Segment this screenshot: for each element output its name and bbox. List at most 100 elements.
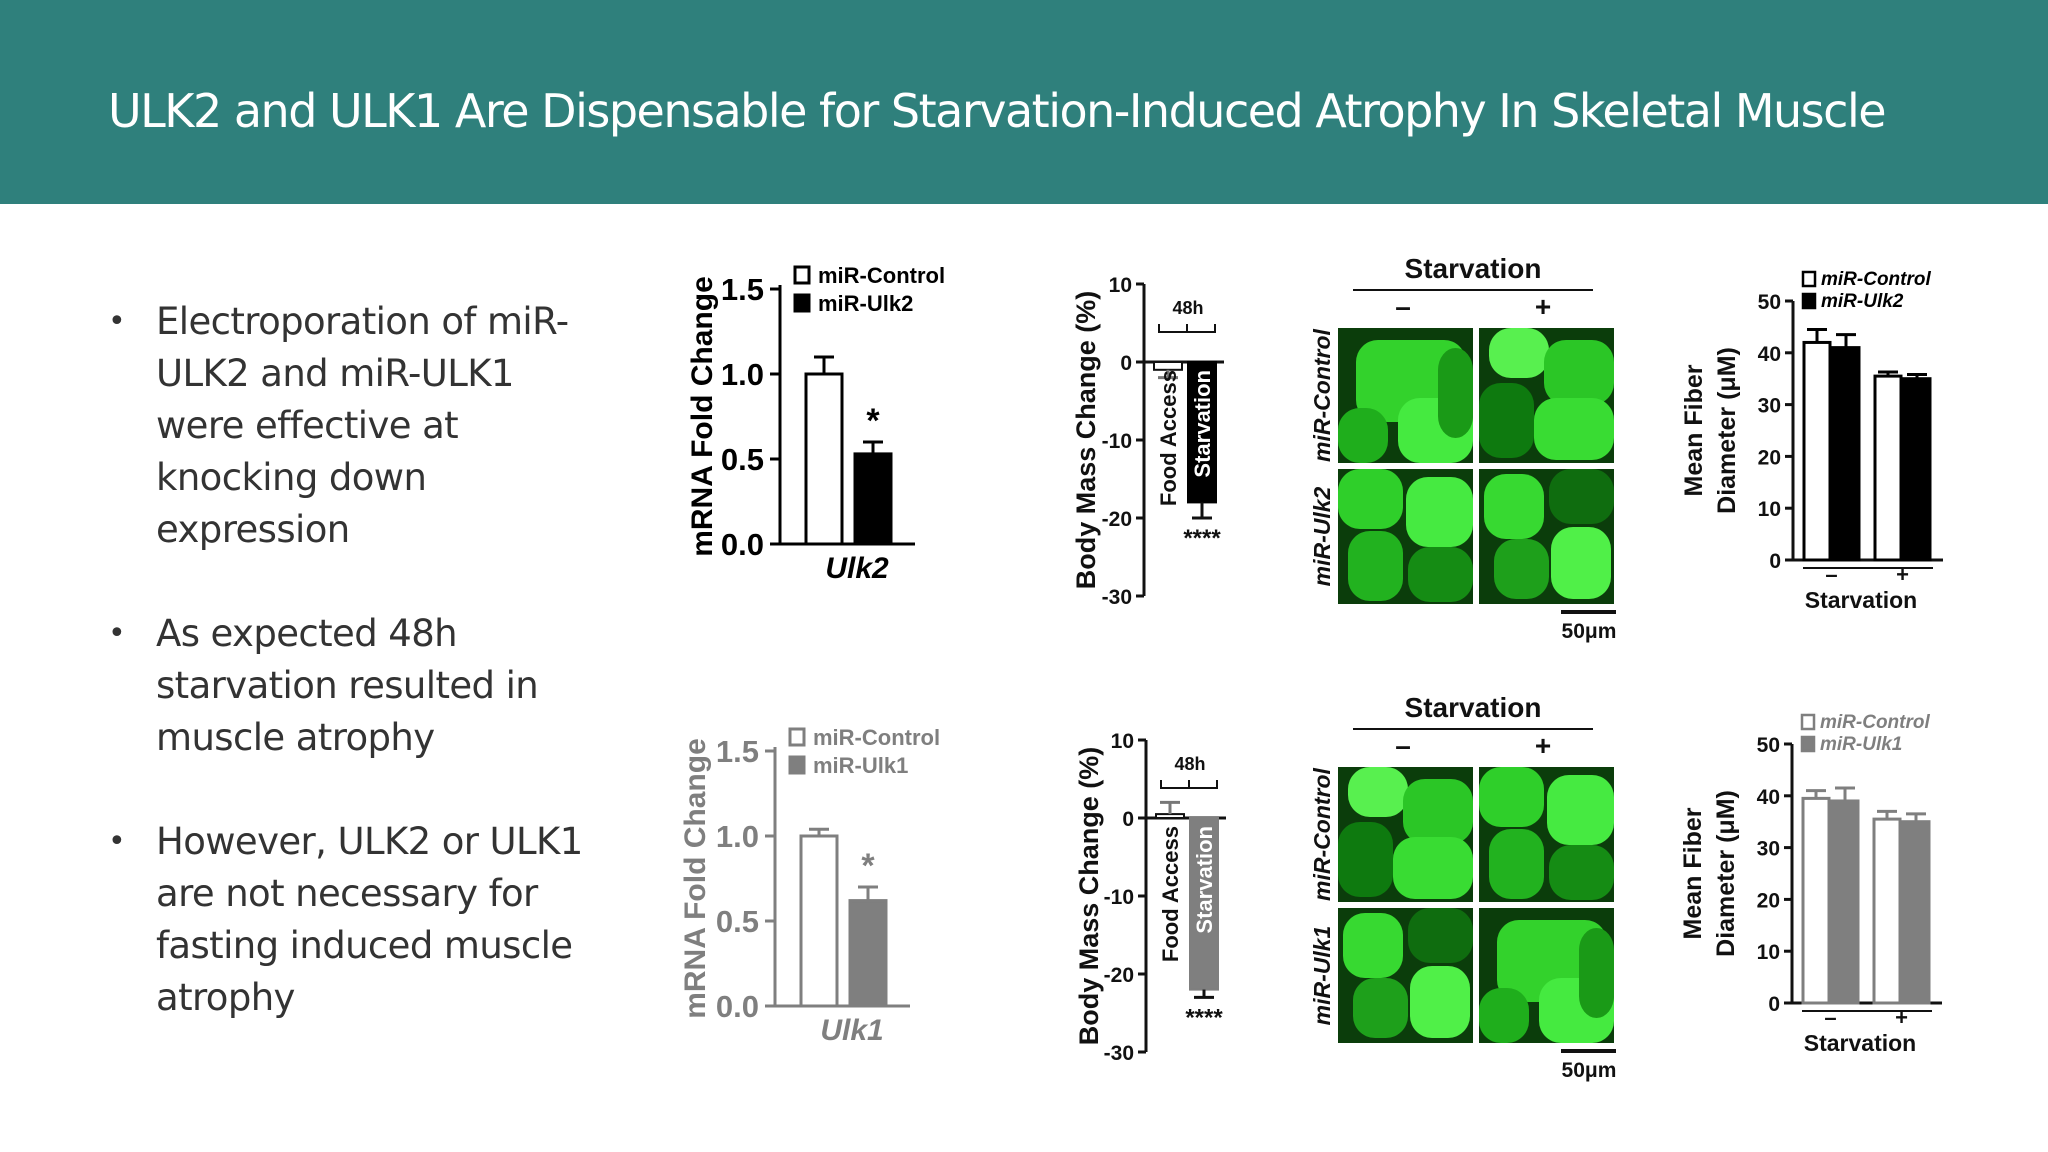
bar [1902,377,1932,562]
y-tick-label: 30 [1758,395,1781,418]
muscle-fiber [1408,547,1473,602]
muscle-fiber [1549,469,1614,524]
significance-label: **** [1183,525,1221,552]
bracket [1158,324,1216,333]
muscle-fiber [1534,398,1614,460]
y-tick-label: 40 [1758,343,1781,366]
starvation-header: Starvation [1405,253,1542,284]
bar [853,452,893,546]
y-tick-label: 0 [1769,550,1781,573]
muscle-fiber [1338,822,1393,897]
y-tick-label: 20 [1757,889,1780,912]
bullet-item: • However, ULK2 or ULK1 are not necessary… [108,816,608,1024]
bracket [1160,780,1218,789]
muscle-fiber [1544,340,1614,405]
muscle-fiber [1579,928,1614,1018]
x-axis-label: Ulk2 [825,552,889,585]
starvation-header: Starvation [1405,692,1542,723]
significance-label: * [861,847,875,885]
y-tick-label: 50 [1757,734,1780,757]
bullet-list: • Electroporation of miR-ULK2 and miR-ULK… [108,296,608,1076]
legend-swatch [1800,735,1816,753]
category-label: Starvation [1190,370,1215,478]
y-tick-label: 0 [1768,993,1780,1016]
muscle-fiber [1348,531,1403,601]
bar [1153,361,1183,371]
scale-bar-label: 50μm [1562,1059,1617,1082]
y-tick-label: 1.5 [721,272,764,307]
category-label: – [1825,562,1837,587]
y-tick-label: -10 [1102,430,1132,453]
bar [1155,813,1185,819]
y-tick-label: 50 [1758,291,1781,314]
bar [804,372,844,546]
row-label: miR-Control [1309,328,1335,461]
column-label: + [1535,291,1551,322]
bullet-dot-icon: • [108,304,126,339]
bar [1801,796,1831,1005]
y-tick-label: -10 [1104,886,1134,909]
column-label: + [1535,730,1551,761]
muscle-fiber [1479,988,1529,1043]
legend-label: miR-Ulk2 [818,291,913,316]
legend-label: miR-Control [1820,712,1930,733]
muscle-fiber [1338,408,1388,463]
legend-label: miR-Ulk1 [813,753,908,778]
muscle-fiber [1403,779,1473,844]
x-axis-label: Ulk1 [820,1014,883,1047]
bar [1873,374,1903,562]
legend-swatch [788,755,806,775]
muscle-fiber [1438,348,1473,438]
muscle-fiber [1343,913,1403,978]
category-label: Food Access [1158,826,1183,962]
slide-header: ULK2 and ULK1 Are Dispensable for Starva… [0,0,2048,204]
y-axis-label: mRNA Fold Change [679,738,712,1019]
y-tick-label: 0 [1122,808,1134,831]
y-tick-label: -30 [1104,1042,1134,1065]
bar [1830,799,1860,1005]
legend-label: miR-Control [813,725,940,750]
y-tick-label: 1.0 [721,357,764,392]
bullet-text: However, ULK2 or ULK1 are not necessary … [156,820,583,1019]
column-label: – [1395,730,1411,761]
muscle-fiber [1479,383,1534,458]
muscle-fiber [1484,474,1544,539]
category-label: + [1895,1005,1908,1030]
muscle-fiber [1393,837,1473,899]
legend-swatch [788,727,806,747]
muscle-fiber [1353,978,1408,1038]
bar [848,899,888,1008]
scale-bar-label: 50μm [1562,620,1617,643]
muscle-fiber [1406,477,1473,547]
significance-label: * [866,402,880,440]
muscle-fiber [1410,966,1470,1038]
y-tick-label: 20 [1758,446,1781,469]
category-label: Starvation [1192,826,1217,934]
legend-swatch [793,265,811,285]
legend-label: miR-Ulk2 [1821,291,1904,312]
y-tick-label: 30 [1757,838,1780,861]
y-tick-label: 1.5 [716,734,759,769]
bullet-text: As expected 48h starvation resulted in m… [156,612,539,759]
significance-label: **** [1185,1004,1223,1031]
legend-label: miR-Control [1821,269,1931,290]
y-axis-label: Body Mass Change (%) [1071,291,1101,590]
y-axis-label: mRNA Fold Change [686,276,719,557]
bar [1901,820,1931,1005]
bullet-item: • Electroporation of miR-ULK2 and miR-ULK… [108,296,608,556]
legend-swatch [793,293,811,313]
bar [799,834,839,1008]
y-axis-label-units: Diameter (μM) [1712,790,1740,957]
slide-title: ULK2 and ULK1 Are Dispensable for Starva… [108,84,1887,138]
muscle-fiber [1547,775,1614,845]
y-axis-label-units: Diameter (μM) [1713,347,1741,514]
y-axis-label: Mean Fiber [1679,807,1707,939]
muscle-fiber [1489,328,1549,378]
y-tick-label: 10 [1758,498,1781,521]
y-tick-label: -20 [1104,964,1134,987]
y-tick-label: 0.5 [721,442,764,477]
legend-swatch [1801,270,1817,288]
y-tick-label: 1.0 [716,819,759,854]
bar [1187,361,1217,504]
bar [1872,817,1902,1005]
